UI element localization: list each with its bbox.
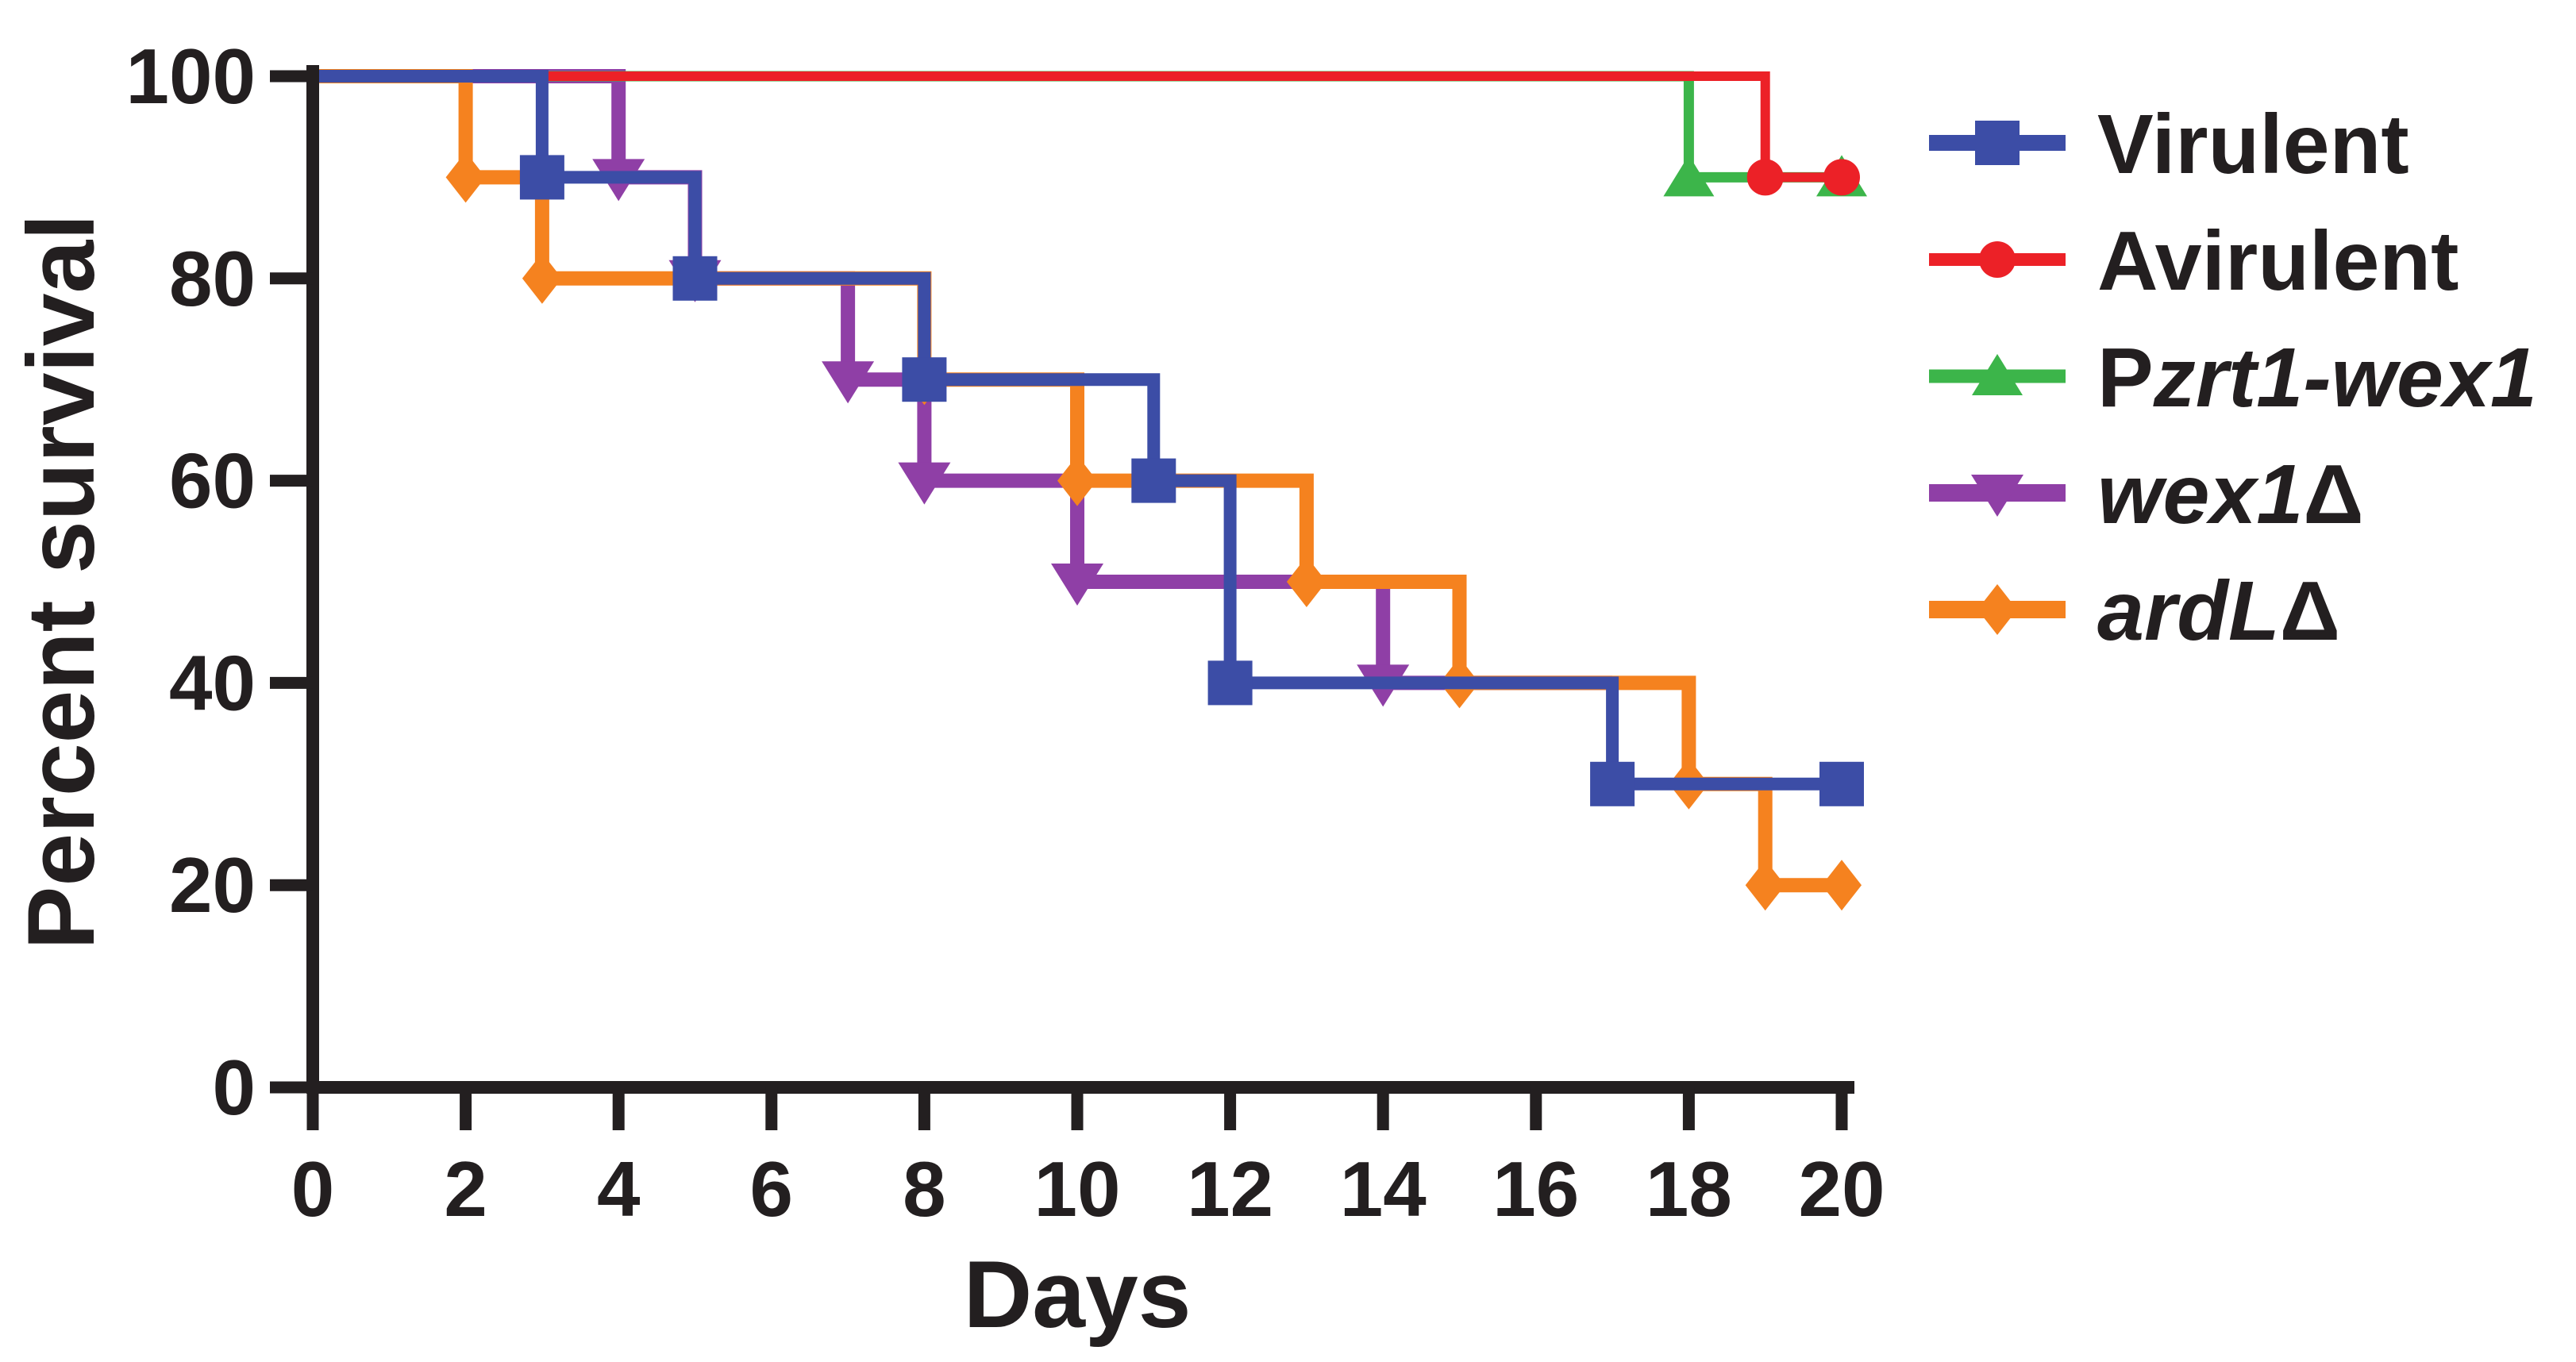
series-line-Virulent xyxy=(313,70,1842,791)
legend-item-wex1-delta: wex1Δ xyxy=(1929,448,2364,541)
y-tick-label: 20 xyxy=(169,841,256,929)
y-axis-title: Percent survival xyxy=(8,214,114,949)
x-tick-label: 2 xyxy=(444,1145,487,1233)
marker-triangle-up-Pzrt1-wex1 xyxy=(1663,155,1715,197)
marker-diamond-ardL-delta xyxy=(1745,860,1785,911)
y-tick-label: 100 xyxy=(125,33,256,120)
x-tick-label: 14 xyxy=(1340,1145,1427,1233)
marker-square-Virulent xyxy=(1131,458,1176,503)
x-tick-label: 8 xyxy=(903,1145,946,1233)
legend-label-Virulent: Virulent xyxy=(2097,98,2409,191)
legend-label-ardL-delta: ardLΔ xyxy=(2097,564,2340,658)
marker-triangle-down-wex1-delta xyxy=(1051,564,1103,606)
x-tick-label: 12 xyxy=(1187,1145,1273,1233)
marker-diamond-ardL-delta xyxy=(1286,556,1327,607)
marker-triangle-down-wex1-delta xyxy=(898,462,951,505)
marker-square-Virulent xyxy=(519,155,564,200)
legend-item-Virulent: Virulent xyxy=(1929,98,2409,191)
x-tick-label: 18 xyxy=(1646,1145,1732,1233)
axes: 0 20 40 60 80 100 0 2 4 6 8 10 12 14 16 18 20 xyxy=(125,33,1885,1233)
legend-item-Pzrt1-wex1: Pzrt1-wex1 xyxy=(1929,331,2537,425)
legend: Virulent Avirulent Pzrt1-wex1 wex1Δ ardLΔ xyxy=(1929,98,2537,658)
marker-diamond-ardL-delta xyxy=(522,252,562,304)
legend-item-ardL-delta: ardLΔ xyxy=(1929,564,2340,658)
series-line-Avirulent xyxy=(313,71,1842,183)
series-Avirulent xyxy=(313,71,1860,196)
y-tick-label: 0 xyxy=(212,1044,256,1131)
marker-square-Virulent xyxy=(1819,761,1864,806)
y-tick-label: 80 xyxy=(169,235,256,322)
x-tick-label: 16 xyxy=(1492,1145,1579,1233)
marker-triangle-down-wex1-delta xyxy=(822,361,875,404)
x-axis-title: Days xyxy=(964,1241,1192,1348)
marker-circle-Avirulent xyxy=(1823,159,1860,196)
marker-circle-legend-Avirulent xyxy=(1979,241,2016,278)
marker-triangle-down-legend-wex1-delta xyxy=(1971,475,2023,517)
series-Virulent xyxy=(313,70,1864,806)
marker-diamond-ardL-delta xyxy=(445,152,486,203)
x-tick-label: 0 xyxy=(291,1145,335,1233)
y-tick-label: 60 xyxy=(169,437,256,525)
x-tick-label: 20 xyxy=(1798,1145,1885,1233)
marker-square-Virulent xyxy=(902,357,947,402)
legend-label-Avirulent: Avirulent xyxy=(2097,214,2459,308)
marker-triangle-up-legend-Pzrt1-wex1 xyxy=(1972,354,2023,395)
marker-square-legend-Virulent xyxy=(1975,121,2020,165)
plot-area xyxy=(313,69,1867,911)
x-tick-label: 6 xyxy=(750,1145,794,1233)
marker-diamond-ardL-delta xyxy=(1057,455,1097,506)
marker-square-Virulent xyxy=(1207,660,1253,706)
marker-diamond-legend-ardL-delta xyxy=(1977,584,2017,635)
x-tick-label: 4 xyxy=(597,1145,641,1233)
marker-diamond-ardL-delta xyxy=(1822,860,1862,911)
marker-square-Virulent xyxy=(1590,761,1635,806)
x-tick-label: 10 xyxy=(1034,1145,1120,1233)
marker-square-Virulent xyxy=(672,256,718,301)
y-tick-label: 40 xyxy=(169,639,256,726)
marker-circle-Avirulent xyxy=(1746,159,1784,196)
legend-label-wex1-delta: wex1Δ xyxy=(2097,448,2364,541)
legend-item-Avirulent: Avirulent xyxy=(1929,214,2459,308)
legend-label-Pzrt1-wex1: Pzrt1-wex1 xyxy=(2097,331,2537,425)
